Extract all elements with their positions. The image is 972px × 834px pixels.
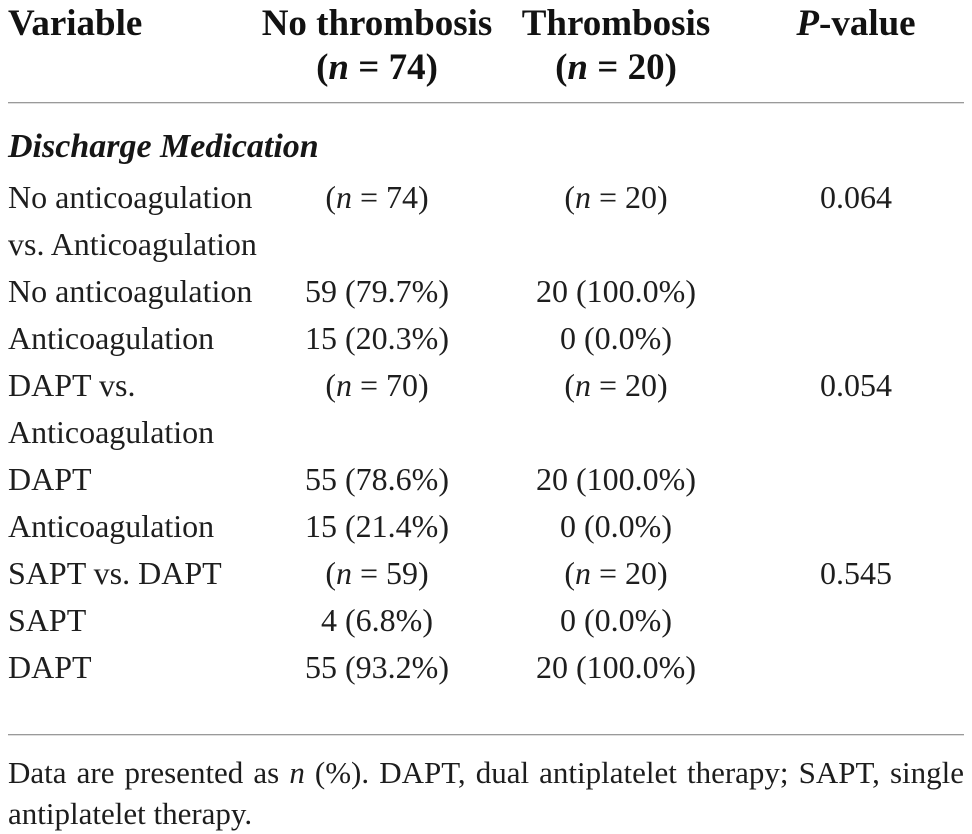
- cell-no-thrombosis: 15 (20.3%): [305, 320, 449, 356]
- cell-no-thrombosis: 55 (93.2%): [305, 649, 449, 685]
- top-divider: [8, 102, 964, 104]
- row-label: SAPT: [8, 602, 87, 638]
- row-label: No anticoagulation: [8, 273, 253, 309]
- row-label: SAPT vs. DAPT: [8, 555, 222, 591]
- cell-thrombosis: (n = 20): [564, 367, 668, 403]
- table-header-row: Variable No thrombosis (n = 74) Thrombos…: [8, 0, 964, 90]
- table-row: DAPT vs. Anticoagulation (n = 70) (n = 2…: [8, 362, 964, 456]
- cell-thrombosis: 0 (0.0%): [560, 602, 672, 638]
- table-footnote: Data are presented as n (%). DAPT, dual …: [8, 752, 964, 834]
- cell-no-thrombosis: 55 (78.6%): [305, 461, 449, 497]
- header-thrombosis-label: Thrombosis: [521, 3, 711, 44]
- table-row: Anticoagulation 15 (21.4%) 0 (0.0%): [8, 503, 964, 550]
- table-row: DAPT 55 (78.6%) 20 (100.0%): [8, 456, 964, 503]
- table-body: No anticoagulation vs. Anticoagulation (…: [8, 174, 964, 691]
- row-label: DAPT vs. Anticoagulation: [8, 362, 248, 456]
- cell-thrombosis: 20 (100.0%): [536, 649, 696, 685]
- row-label: DAPT: [8, 649, 92, 685]
- cell-thrombosis: (n = 20): [564, 179, 668, 215]
- cell-thrombosis: 20 (100.0%): [536, 273, 696, 309]
- footnote-line: Data are presented as n (%). DAPT, dual …: [8, 755, 964, 790]
- cell-p-value: 0.054: [820, 367, 892, 403]
- cell-no-thrombosis: 59 (79.7%): [305, 273, 449, 309]
- header-thrombosis-n: (n = 20): [555, 47, 677, 88]
- header-variable: Variable: [8, 3, 143, 44]
- row-label-line: No anticoagulation: [8, 179, 253, 215]
- cell-no-thrombosis: (n = 70): [325, 367, 429, 403]
- footnote-line: antiplatelet therapy.: [8, 796, 253, 831]
- row-label-line: vs. Anticoagulation: [8, 226, 257, 262]
- header-thrombosis: Thrombosis (n = 20): [506, 2, 726, 90]
- table-row: DAPT 55 (93.2%) 20 (100.0%): [8, 644, 964, 691]
- row-label-line: Anticoagulation: [8, 414, 215, 450]
- table-row: No anticoagulation 59 (79.7%) 20 (100.0%…: [8, 268, 964, 315]
- cell-thrombosis: 20 (100.0%): [536, 461, 696, 497]
- row-label-line: DAPT vs.: [8, 367, 136, 403]
- table-row: SAPT vs. DAPT (n = 59) (n = 20) 0.545: [8, 550, 964, 597]
- cell-no-thrombosis: 4 (6.8%): [321, 602, 433, 638]
- table-row: No anticoagulation vs. Anticoagulation (…: [8, 174, 964, 268]
- cell-no-thrombosis: (n = 59): [325, 555, 429, 591]
- header-no-thrombosis-n: (n = 74): [316, 47, 438, 88]
- table-row: SAPT 4 (6.8%) 0 (0.0%): [8, 597, 964, 644]
- section-header-discharge-medication: Discharge Medication: [8, 128, 319, 165]
- cell-no-thrombosis: 15 (21.4%): [305, 508, 449, 544]
- cell-thrombosis: (n = 20): [564, 555, 668, 591]
- cell-no-thrombosis: (n = 74): [325, 179, 429, 215]
- row-label: DAPT: [8, 461, 92, 497]
- header-no-thrombosis-label: No thrombosis: [261, 3, 493, 44]
- cell-p-value: 0.064: [820, 179, 892, 215]
- header-no-thrombosis: No thrombosis (n = 74): [248, 2, 506, 90]
- row-label: Anticoagulation: [8, 508, 215, 544]
- table-row: Anticoagulation 15 (20.3%) 0 (0.0%): [8, 315, 964, 362]
- header-p-value: P-value: [796, 3, 916, 44]
- row-label: Anticoagulation: [8, 320, 215, 356]
- cell-thrombosis: 0 (0.0%): [560, 508, 672, 544]
- bottom-divider: [8, 734, 964, 736]
- cell-p-value: 0.545: [820, 555, 892, 591]
- row-label: No anticoagulation vs. Anticoagulation: [8, 174, 257, 268]
- cell-thrombosis: 0 (0.0%): [560, 320, 672, 356]
